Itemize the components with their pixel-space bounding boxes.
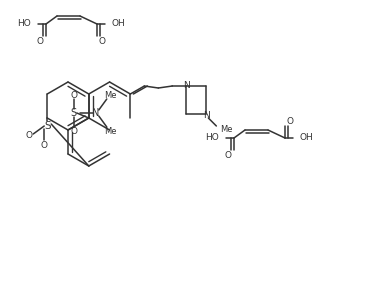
Text: O: O <box>224 150 231 160</box>
Text: O: O <box>37 37 44 45</box>
Text: Me: Me <box>104 90 117 100</box>
Text: HO: HO <box>17 19 31 29</box>
Text: S: S <box>44 121 51 131</box>
Text: N: N <box>203 110 210 120</box>
Text: O: O <box>26 132 33 140</box>
Text: O: O <box>99 37 106 45</box>
Text: HO: HO <box>205 134 219 142</box>
Text: OH: OH <box>299 134 313 142</box>
Text: Me: Me <box>220 126 233 134</box>
Text: O: O <box>41 140 48 150</box>
Text: N: N <box>92 108 100 118</box>
Text: O: O <box>286 116 293 126</box>
Text: O: O <box>70 126 77 136</box>
Text: OH: OH <box>111 19 125 29</box>
Text: O: O <box>70 90 77 100</box>
Text: S: S <box>71 108 77 118</box>
Text: N: N <box>183 80 190 90</box>
Text: Me: Me <box>104 126 117 136</box>
